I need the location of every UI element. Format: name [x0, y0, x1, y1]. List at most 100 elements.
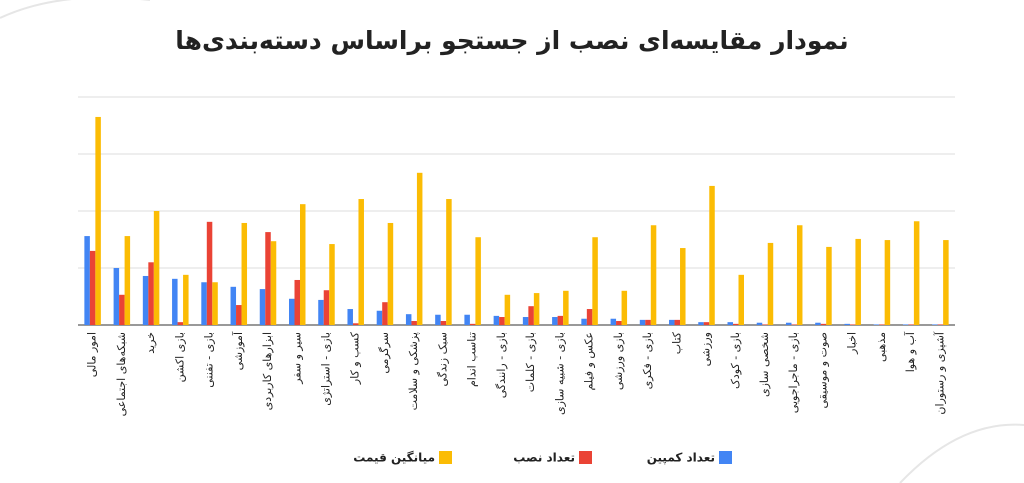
bar	[323, 290, 330, 325]
x-tick-label: بازی اکشن	[173, 332, 186, 382]
bar	[669, 319, 675, 325]
bar	[153, 211, 160, 325]
bar	[586, 309, 593, 325]
bar	[709, 185, 715, 325]
x-tick-label: کتاب	[670, 331, 683, 354]
x-tick-label: آموزشی	[231, 331, 245, 370]
bar	[318, 299, 324, 325]
bar	[124, 236, 131, 325]
bar	[581, 318, 587, 325]
x-tick-label: کسب و کار	[349, 331, 362, 385]
bar	[329, 244, 335, 325]
bar	[522, 317, 529, 325]
bar	[475, 237, 481, 325]
bar	[270, 241, 277, 325]
bar	[119, 294, 125, 325]
bar	[95, 116, 101, 325]
bar	[376, 310, 383, 325]
bar	[504, 294, 511, 325]
bar	[206, 221, 213, 325]
bar	[89, 250, 96, 325]
bar	[241, 222, 248, 325]
legend-swatch	[719, 451, 732, 464]
x-tick-label: بازی - شبیه سازی	[553, 332, 566, 415]
bar	[148, 262, 154, 325]
bar	[884, 240, 891, 325]
x-tick-label: آب و هوا	[903, 331, 917, 372]
x-tick-label: بازی - ماجراجویی	[787, 332, 800, 413]
bar	[674, 319, 681, 325]
x-tick-label: بازی - رانندگی	[495, 332, 508, 398]
bar	[236, 305, 242, 325]
x-tick-label: صوت و موسیقی	[816, 332, 829, 409]
bar	[943, 240, 949, 325]
bar	[908, 324, 914, 325]
bar	[382, 302, 388, 325]
bar	[294, 279, 300, 325]
bar	[873, 324, 880, 325]
bar	[727, 322, 733, 325]
legend-label: میانگین قیمت	[353, 451, 435, 465]
bar	[352, 323, 359, 325]
bar	[446, 199, 452, 325]
x-tick-label: سیر و سفر	[290, 332, 303, 385]
bar	[733, 323, 739, 325]
decor	[899, 423, 1024, 483]
bar	[902, 324, 909, 325]
bar	[493, 315, 500, 325]
bar	[610, 318, 617, 325]
bar	[405, 314, 412, 325]
bar	[347, 309, 353, 325]
bar	[265, 232, 271, 325]
bar	[639, 319, 646, 325]
bar	[767, 242, 774, 325]
bar	[212, 282, 218, 325]
bar	[698, 322, 704, 325]
bar	[416, 172, 423, 325]
bar	[528, 306, 534, 325]
x-tick-label: بازی - کودک	[729, 332, 742, 389]
bar	[791, 324, 797, 325]
chart-title: نمودار مقایسه‌ای نصب از جستجو براساس دست…	[175, 26, 848, 56]
bar	[435, 314, 441, 325]
bar	[650, 225, 657, 325]
x-tick-label: ورزشی	[700, 332, 713, 366]
bar	[756, 322, 763, 325]
bar	[796, 225, 803, 325]
x-tick-label: تناسب اندام	[466, 332, 479, 387]
x-tick-label: بازی - تفننی	[203, 332, 216, 388]
bar	[201, 282, 207, 325]
legend-label: تعداد کمپین	[647, 451, 715, 465]
x-tick-label: عکس و فیلم	[583, 332, 596, 391]
x-tick-label: شبکه‌های اجتماعی	[115, 332, 128, 416]
bar	[552, 317, 558, 325]
bar	[913, 221, 920, 325]
bar	[738, 274, 744, 325]
bar	[616, 321, 622, 325]
x-tick-label: آشپزی و رستوران	[932, 331, 946, 414]
bar	[230, 286, 237, 325]
bar	[855, 238, 861, 325]
bar	[183, 274, 189, 325]
bar	[820, 323, 827, 325]
x-tick-label: امور مالی	[86, 332, 99, 377]
bar	[469, 323, 476, 325]
bar	[142, 275, 149, 325]
bar	[879, 324, 885, 325]
x-tick-label: خرید	[144, 332, 157, 354]
bar	[557, 315, 564, 325]
bar	[563, 290, 569, 325]
bar	[785, 322, 792, 325]
bar	[259, 289, 266, 325]
x-tick-label: سبک زندگی	[436, 332, 449, 386]
x-tick-label: پزشکی و سلامت	[407, 332, 420, 410]
bar	[826, 246, 832, 325]
x-tick-label: شخصی سازی	[758, 332, 771, 397]
bar	[932, 324, 938, 325]
bar	[680, 248, 686, 325]
bar	[177, 322, 184, 325]
bar	[411, 321, 417, 325]
bar	[499, 317, 505, 325]
bar	[289, 298, 295, 325]
